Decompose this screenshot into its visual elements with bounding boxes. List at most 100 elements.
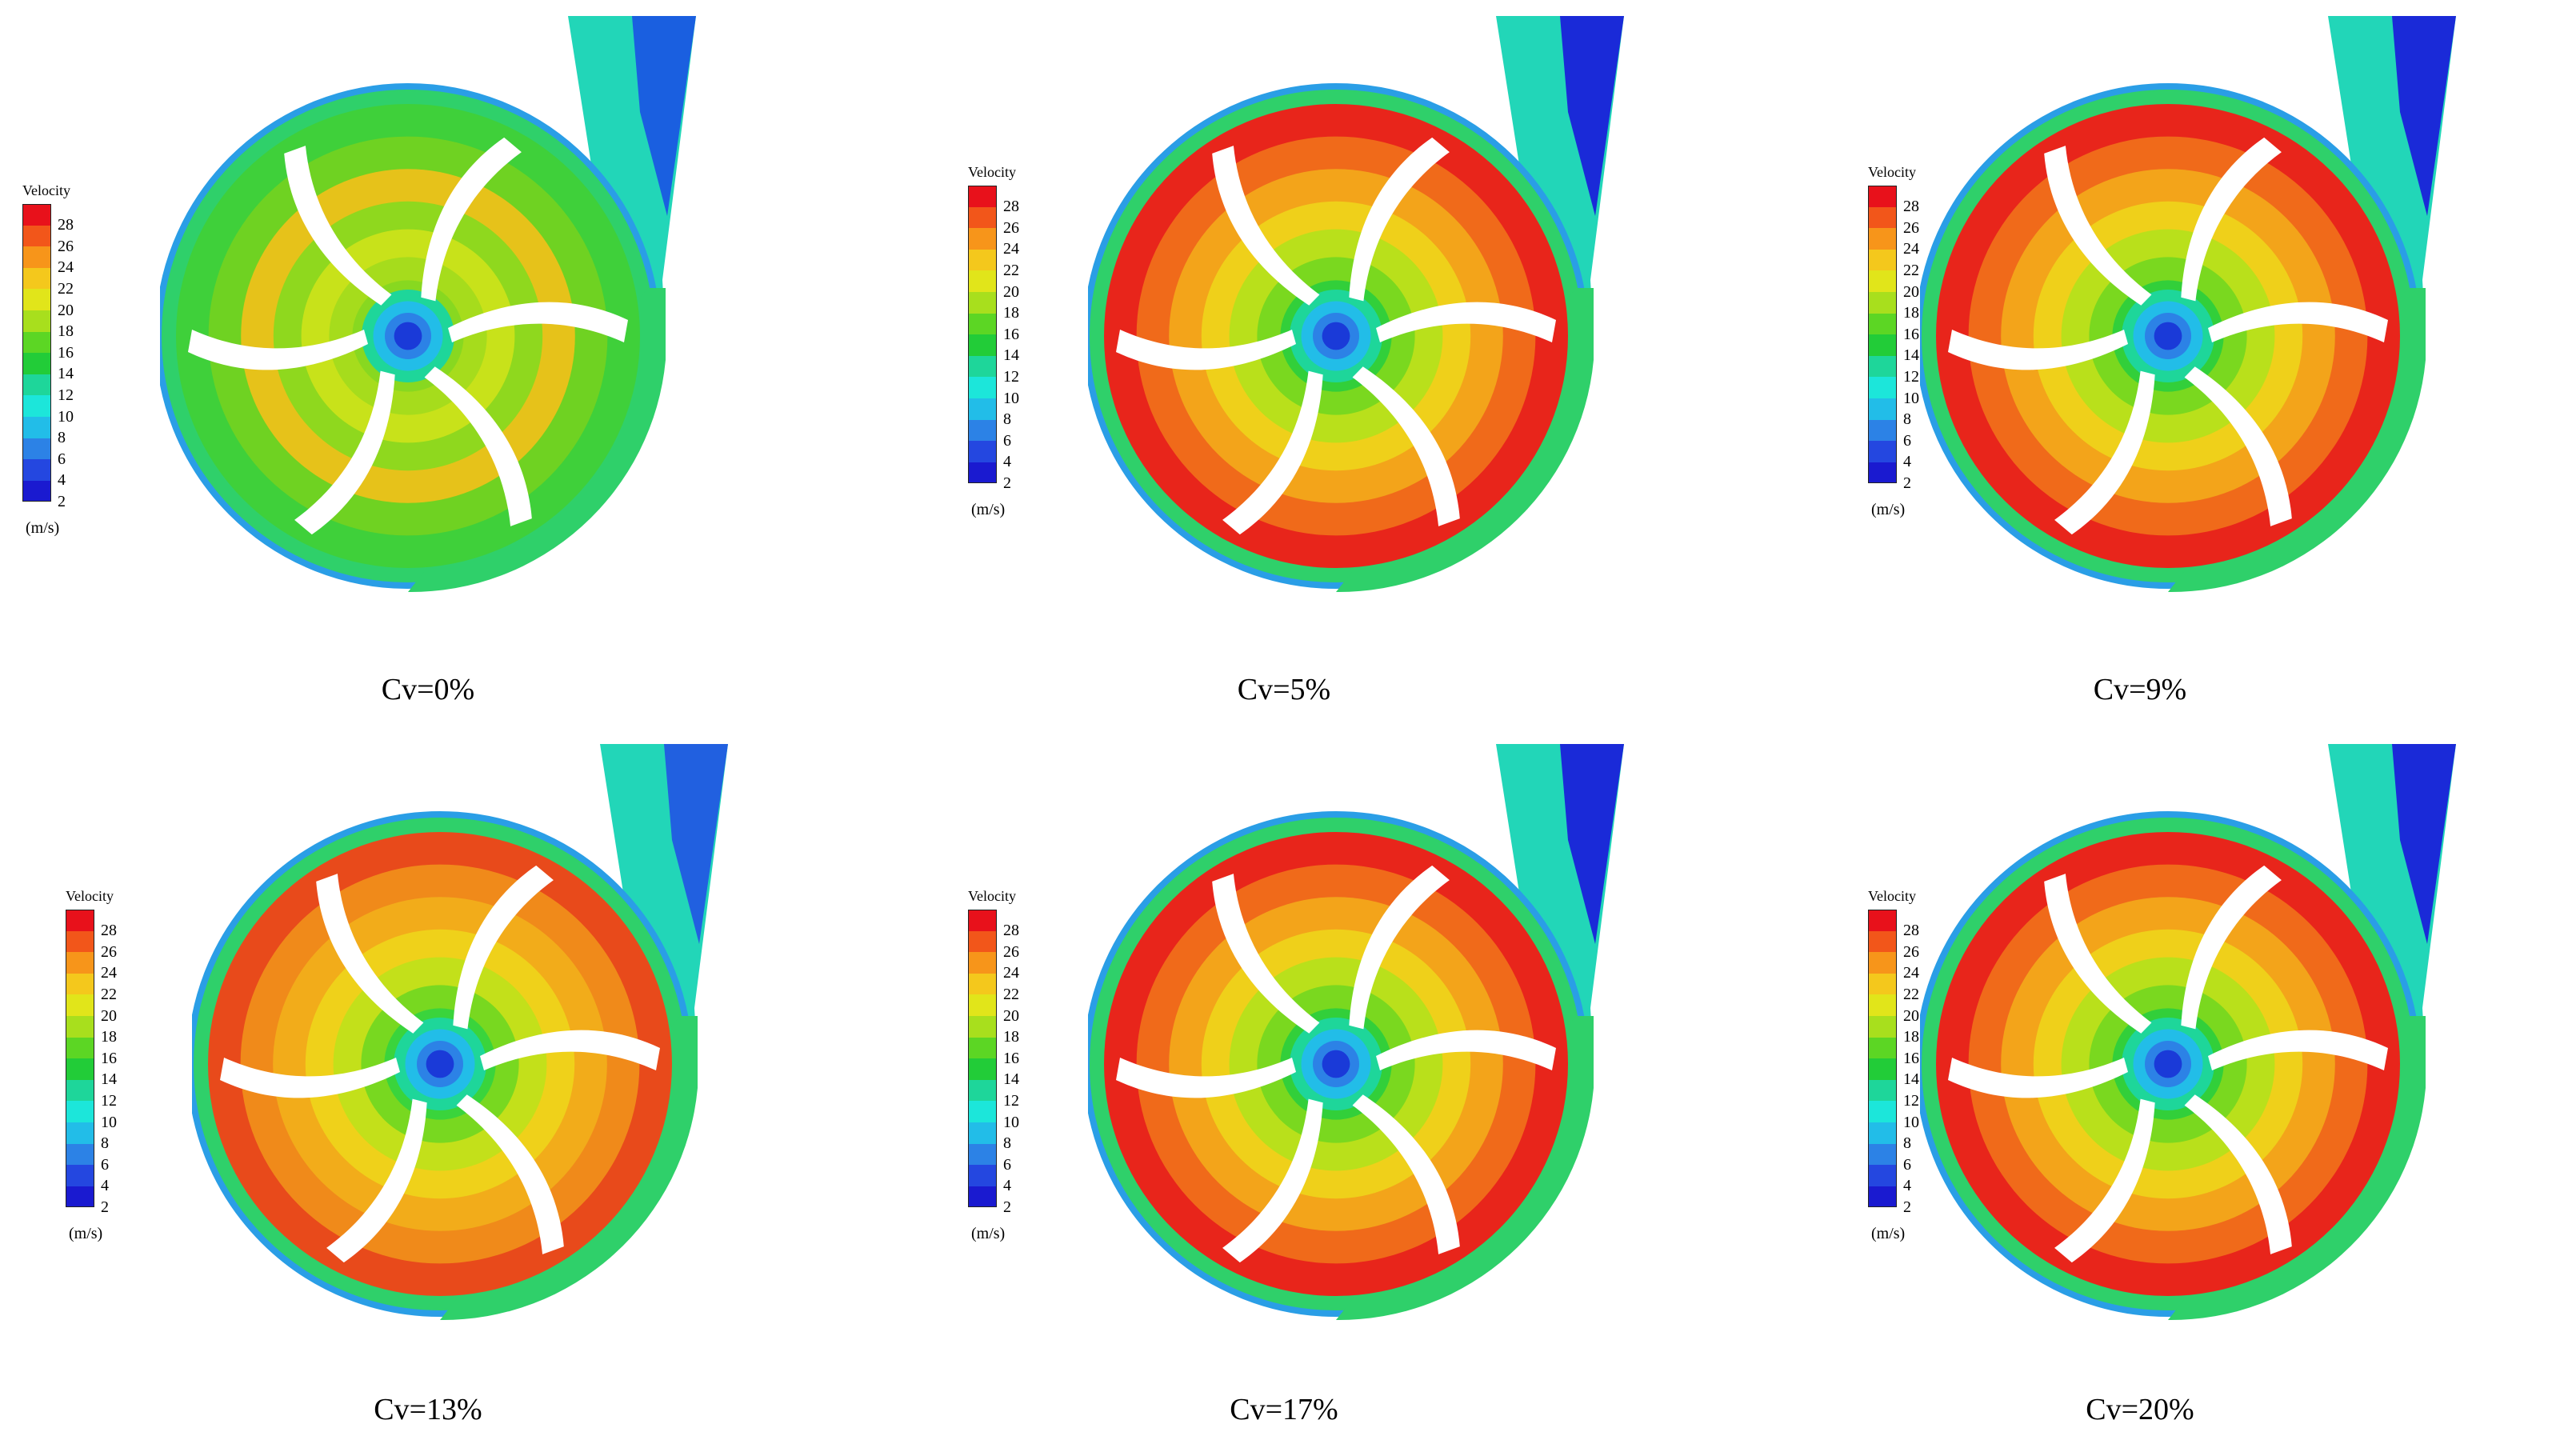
legend-tick-label: 22	[101, 986, 117, 1004]
legend-tick-label: 2	[1003, 474, 1011, 493]
legend-swatch	[968, 334, 997, 356]
legend-tick-label: 28	[1003, 198, 1019, 216]
legend-swatch	[968, 249, 997, 271]
legend-swatch	[1868, 1037, 1897, 1059]
legend-tick-label: 14	[1003, 346, 1019, 365]
legend-tick-label: 18	[101, 1028, 117, 1046]
legend-tick-label: 12	[1903, 368, 1919, 386]
legend-tick-label: 20	[101, 1006, 117, 1025]
legend-swatch	[66, 1058, 94, 1080]
legend-swatch	[968, 270, 997, 292]
legend-swatch	[1868, 994, 1897, 1016]
legend-swatch	[968, 1079, 997, 1102]
legend-tick-label: 22	[1003, 262, 1019, 280]
legend-swatch	[66, 994, 94, 1016]
legend-swatch	[1868, 249, 1897, 271]
legend-tick-label: 20	[1903, 282, 1919, 301]
legend-tick-label: 2	[1903, 474, 1911, 493]
pump-velocity-contour	[1088, 744, 1624, 1321]
legend-tick-label: 4	[1003, 453, 1011, 471]
contour-panel: Velocity 28 26 24 22 20 18 16 14 12 10 8 6 4 2 (m/s) Cv=…	[1712, 0, 2568, 728]
legend-swatch	[1868, 355, 1897, 378]
impeller-blade	[2054, 370, 2155, 535]
legend-swatch	[1868, 1079, 1897, 1102]
legend-tick-label: 10	[1903, 389, 1919, 407]
legend-tick-label: 14	[101, 1070, 117, 1089]
legend-tick-label: 18	[1003, 1028, 1019, 1046]
velocity-legend: Velocity 28 26 24 22 20 18 16 14 12 10 8 6 4 2 (m/s)	[1868, 164, 1919, 519]
legend-swatch	[66, 1143, 94, 1166]
legend-swatch	[22, 204, 51, 226]
hub-region	[426, 1050, 454, 1078]
legend-tick-label: 2	[1003, 1198, 1011, 1217]
impeller-blade	[1376, 302, 1556, 342]
legend-tick-label: 4	[58, 471, 66, 490]
outlet-core	[1560, 16, 1624, 216]
panel-caption: Cv=20%	[2086, 1393, 2194, 1426]
impeller-blade	[448, 302, 628, 342]
legend-tick-label: 16	[1003, 325, 1019, 343]
legend-swatch	[1868, 206, 1897, 229]
legend-swatch	[1868, 1186, 1897, 1208]
legend-tick-label: 24	[1003, 240, 1019, 258]
legend-swatch	[66, 1015, 94, 1038]
legend-tick-label: 18	[1003, 304, 1019, 322]
legend-swatch	[968, 355, 997, 378]
legend-tick-label: 26	[101, 942, 117, 961]
velocity-legend: Velocity 28 26 24 22 20 18 16 14 12 10 8 6 4 2 (m/s)	[1868, 888, 1919, 1243]
legend-swatch	[22, 310, 51, 332]
legend-tick-label: 22	[1003, 986, 1019, 1004]
legend-swatch	[1868, 952, 1897, 974]
legend-swatch	[22, 225, 51, 247]
legend-swatch	[968, 1143, 997, 1166]
legend-swatch	[1868, 291, 1897, 314]
legend-tick-label: 18	[1903, 304, 1919, 322]
hub-region	[1322, 322, 1350, 350]
velocity-legend: Velocity 28 26 24 22 20 18 16 14 12 10 8 6 4 2 (m/s)	[66, 888, 117, 1243]
legend-tick-label: 24	[101, 964, 117, 982]
legend-swatch	[968, 1037, 997, 1059]
legend-swatch	[968, 228, 997, 250]
impeller-blade	[1116, 330, 1296, 370]
impeller-blade	[1222, 1098, 1323, 1263]
legend-swatch	[1868, 1165, 1897, 1186]
legend-tick-label: 14	[58, 365, 74, 383]
impeller-blade	[1349, 865, 1450, 1030]
legend-tick-label: 20	[1003, 282, 1019, 301]
legend-tick-label: 12	[58, 386, 74, 405]
legend-swatch	[22, 289, 51, 310]
legend-tick-label: 26	[58, 237, 74, 255]
legend-swatch	[968, 973, 997, 995]
panel-caption: Cv=5%	[1237, 673, 1331, 706]
legend-tick-label: 26	[1903, 218, 1919, 237]
pump-velocity-contour	[192, 744, 728, 1321]
velocity-legend: Velocity 28 26 24 22 20 18 16 14 12 10 8 6 4 2 (m/s)	[968, 164, 1019, 519]
legend-tick-label: 20	[1903, 1006, 1919, 1025]
legend-tick-label: 16	[101, 1049, 117, 1067]
legend-title: Velocity	[22, 182, 70, 198]
impeller-blade	[424, 366, 532, 526]
legend-swatch	[968, 1015, 997, 1038]
legend-swatch	[1868, 334, 1897, 356]
legend-tick-label: 6	[101, 1155, 109, 1174]
legend-swatch	[1868, 441, 1897, 462]
legend-swatch	[968, 1165, 997, 1186]
impeller-blade	[1116, 1058, 1296, 1098]
legend-tick-label: 2	[1903, 1198, 1911, 1217]
legend-swatch	[968, 419, 997, 442]
legend-swatch	[1868, 1058, 1897, 1080]
legend-tick-label: 12	[1903, 1092, 1919, 1110]
legend-tick-label: 8	[101, 1134, 109, 1153]
impeller-blade	[2181, 137, 2282, 302]
legend-unit: (m/s)	[1871, 1225, 1906, 1243]
legend-swatch	[1868, 1101, 1897, 1122]
outlet-core	[632, 16, 696, 216]
legend-tick-label: 14	[1903, 346, 1919, 365]
pump-velocity-contour	[1920, 744, 2456, 1321]
impeller-blade	[2181, 865, 2282, 1030]
legend-swatch	[1868, 1122, 1897, 1144]
legend-swatch	[968, 313, 997, 335]
legend-tick-label: 8	[1903, 410, 1911, 429]
contour-panel: Velocity 28 26 24 22 20 18 16 14 12 10 8 6 4 2 (m/s) Cv=…	[856, 728, 1712, 1456]
